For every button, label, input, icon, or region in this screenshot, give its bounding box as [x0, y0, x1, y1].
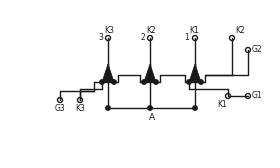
Text: K2: K2 — [235, 26, 245, 35]
Text: G1: G1 — [252, 92, 263, 100]
Text: K3: K3 — [104, 26, 114, 35]
Text: K1: K1 — [189, 26, 199, 35]
Circle shape — [148, 106, 152, 110]
Circle shape — [199, 80, 203, 84]
Text: A: A — [148, 113, 155, 122]
Polygon shape — [144, 64, 156, 82]
Circle shape — [100, 80, 104, 84]
Text: G3: G3 — [55, 104, 65, 113]
Circle shape — [193, 106, 197, 110]
Circle shape — [154, 80, 158, 84]
Text: 2: 2 — [140, 33, 145, 43]
Text: K3: K3 — [75, 104, 85, 113]
Polygon shape — [102, 64, 114, 82]
Circle shape — [187, 80, 191, 84]
Text: K2: K2 — [146, 26, 156, 35]
Polygon shape — [189, 64, 201, 82]
Circle shape — [142, 80, 146, 84]
Text: K1: K1 — [217, 100, 227, 109]
Circle shape — [112, 80, 116, 84]
Text: G2: G2 — [252, 46, 263, 54]
Circle shape — [106, 106, 110, 110]
Text: 3: 3 — [98, 33, 103, 43]
Text: 1: 1 — [184, 33, 189, 43]
